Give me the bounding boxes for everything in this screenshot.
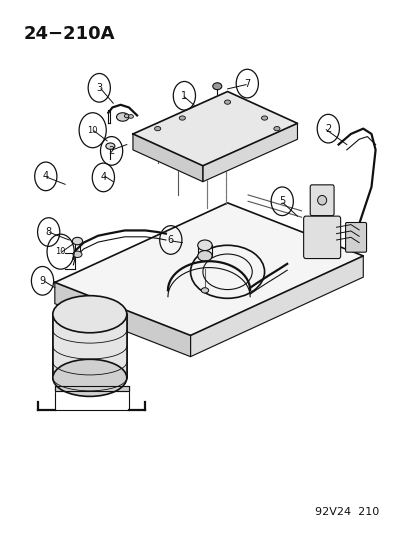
Ellipse shape <box>128 115 133 118</box>
Ellipse shape <box>154 126 160 131</box>
Ellipse shape <box>261 116 267 120</box>
FancyBboxPatch shape <box>345 222 366 252</box>
Polygon shape <box>55 386 128 391</box>
Ellipse shape <box>53 359 126 397</box>
Polygon shape <box>133 134 202 182</box>
Text: 8: 8 <box>45 227 52 237</box>
Ellipse shape <box>72 237 83 245</box>
Ellipse shape <box>179 116 185 120</box>
Polygon shape <box>53 314 126 378</box>
Polygon shape <box>55 203 362 335</box>
Text: 2: 2 <box>108 146 114 156</box>
Ellipse shape <box>224 100 230 104</box>
Text: 1: 1 <box>181 91 187 101</box>
FancyBboxPatch shape <box>303 216 340 259</box>
Ellipse shape <box>197 251 211 261</box>
Text: 7: 7 <box>244 78 250 88</box>
Ellipse shape <box>124 114 129 118</box>
Text: 10: 10 <box>55 247 66 256</box>
Ellipse shape <box>201 288 208 293</box>
Ellipse shape <box>116 113 128 121</box>
Text: 5: 5 <box>278 196 285 206</box>
Text: 9: 9 <box>39 276 45 286</box>
Ellipse shape <box>197 240 211 251</box>
Ellipse shape <box>53 296 126 333</box>
Text: 3: 3 <box>96 83 102 93</box>
Text: 24−210A: 24−210A <box>24 25 115 43</box>
Text: 4: 4 <box>100 172 106 182</box>
Text: 4: 4 <box>43 172 49 181</box>
Ellipse shape <box>317 196 326 205</box>
Ellipse shape <box>73 251 82 257</box>
Text: 92V24  210: 92V24 210 <box>315 507 379 517</box>
Ellipse shape <box>273 126 279 131</box>
Polygon shape <box>55 282 190 357</box>
FancyBboxPatch shape <box>309 185 333 216</box>
Ellipse shape <box>212 83 221 90</box>
Ellipse shape <box>106 143 115 149</box>
Text: 2: 2 <box>324 124 331 134</box>
Polygon shape <box>133 92 297 166</box>
Polygon shape <box>202 123 297 182</box>
Text: 6: 6 <box>167 235 173 245</box>
Text: 10: 10 <box>87 126 98 135</box>
Polygon shape <box>190 256 362 357</box>
